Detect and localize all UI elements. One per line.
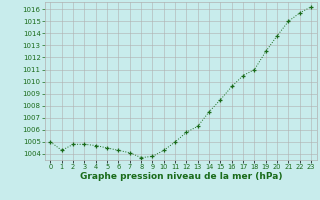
X-axis label: Graphe pression niveau de la mer (hPa): Graphe pression niveau de la mer (hPa) [80,172,282,181]
